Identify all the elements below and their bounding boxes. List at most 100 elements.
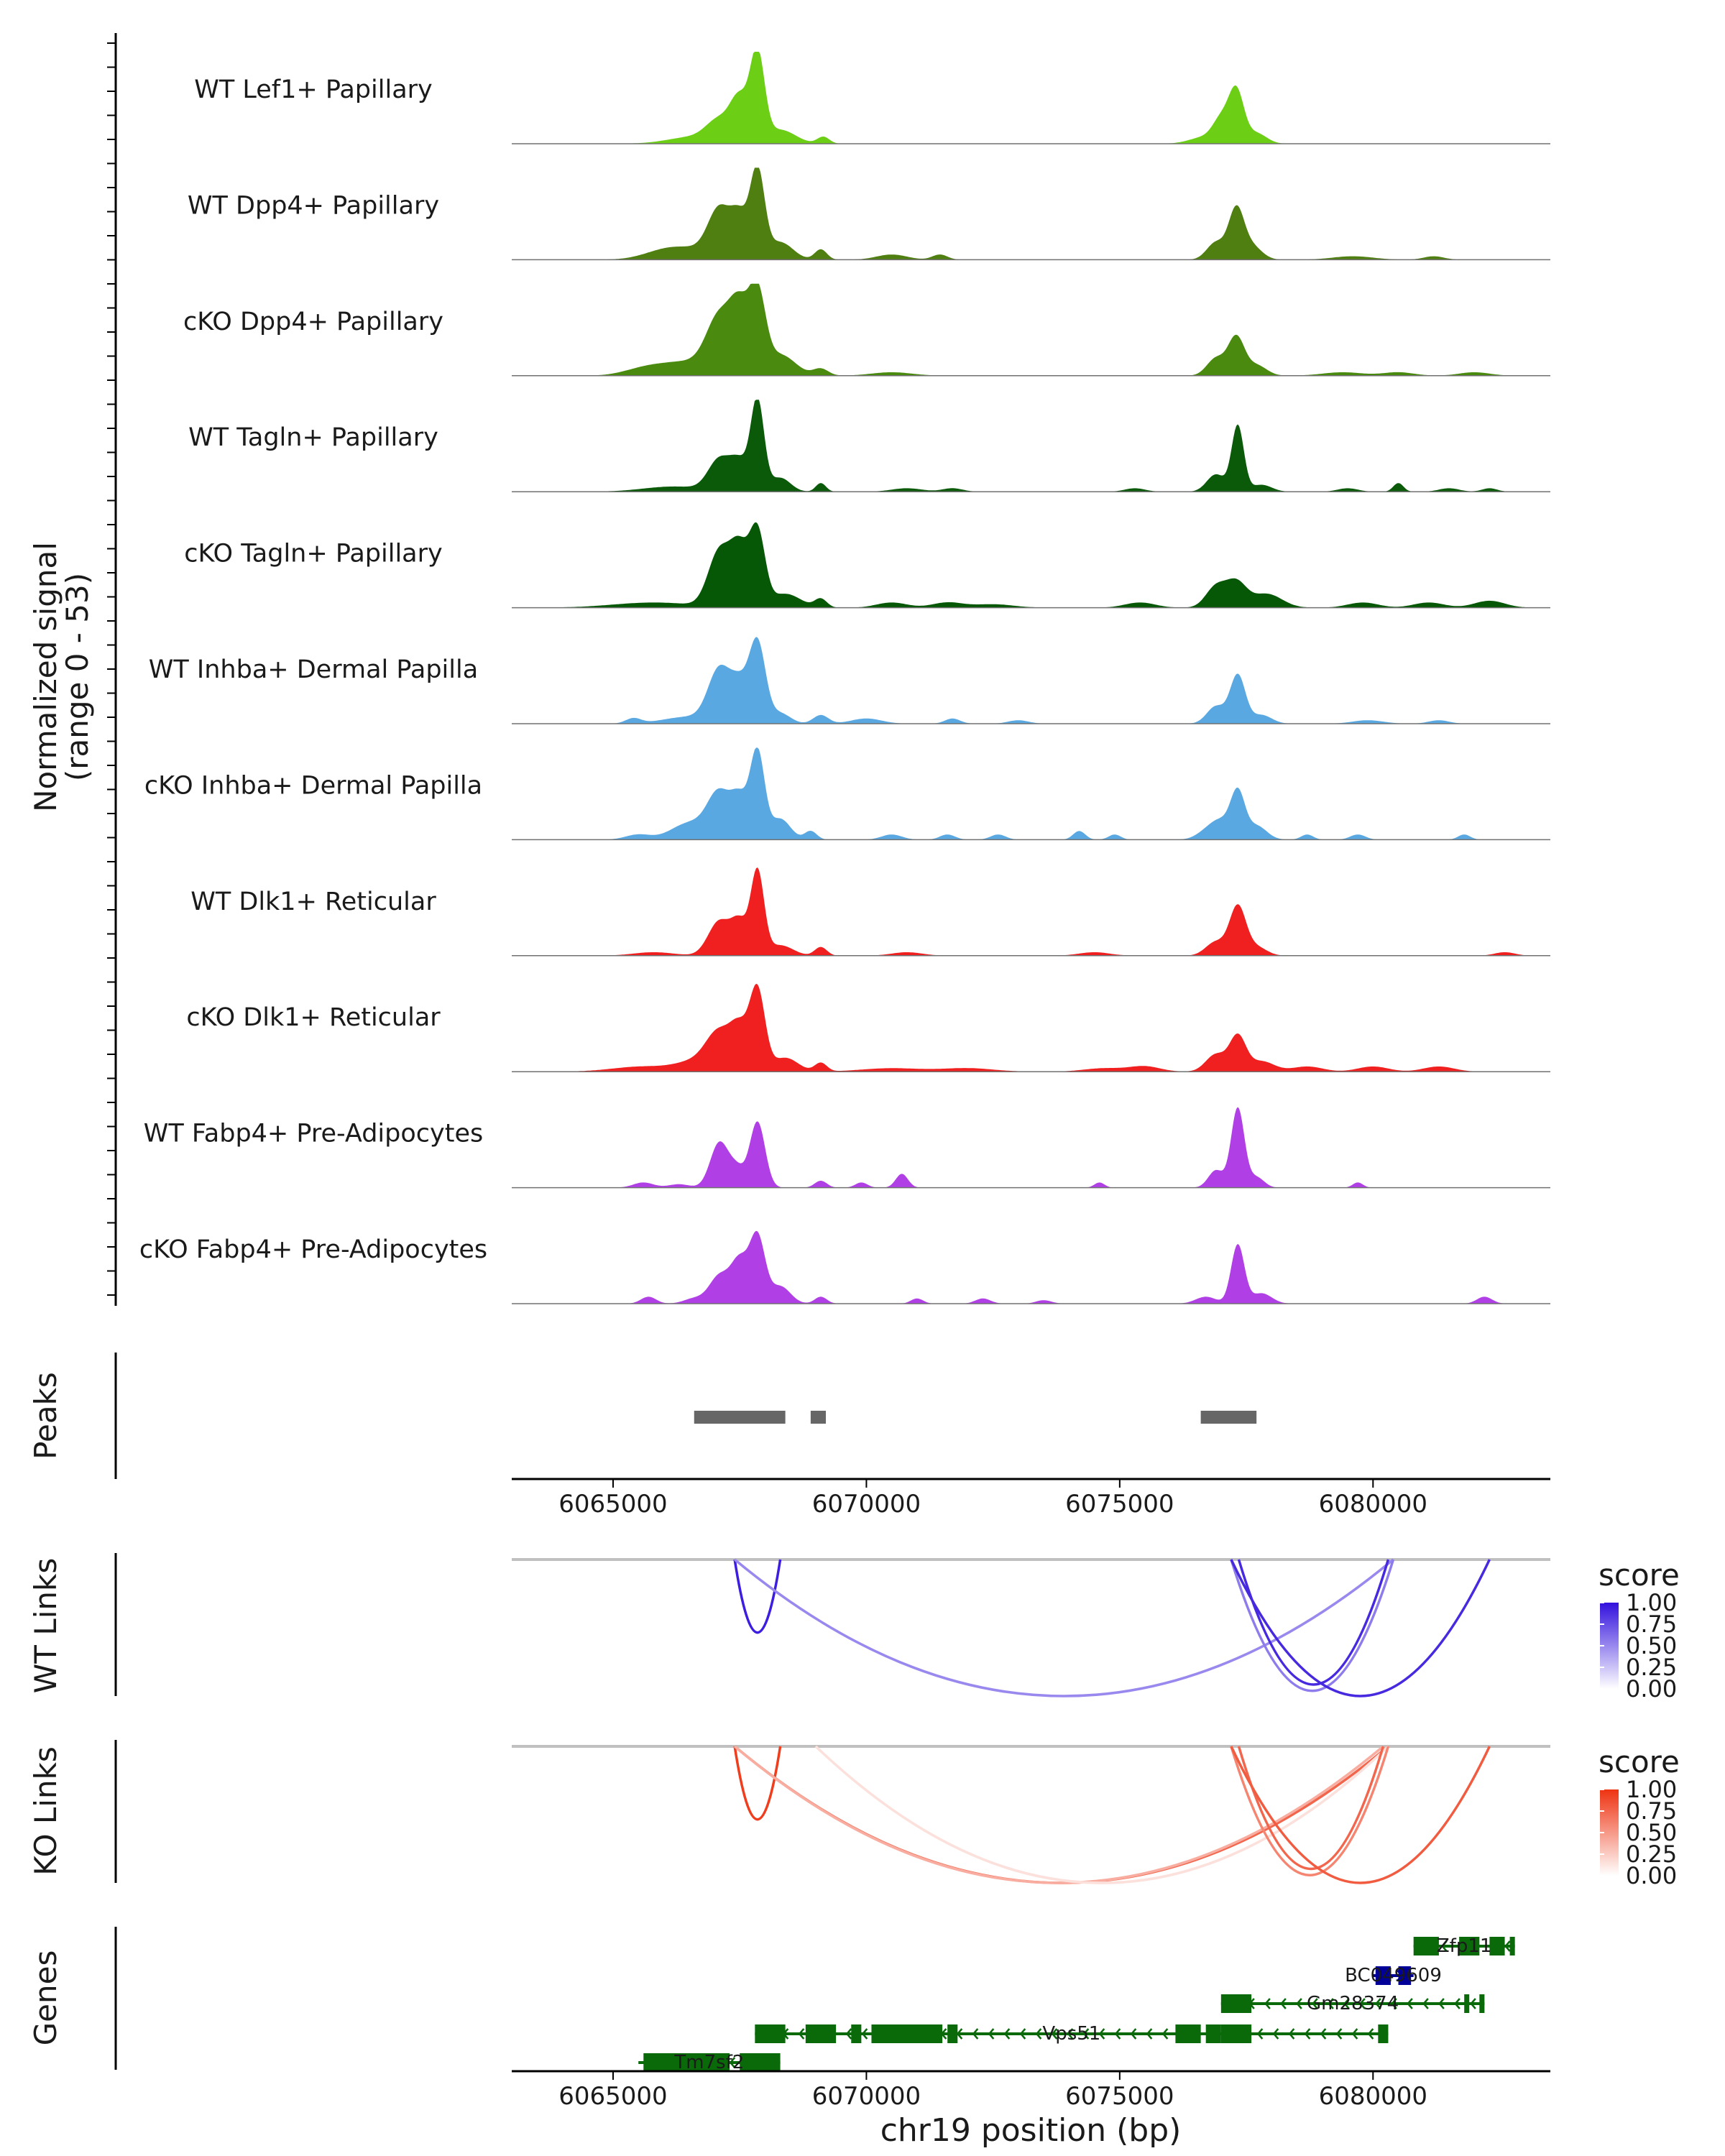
ko-links-legend: score 1.000.750.500.250.00 [1598, 1744, 1680, 1889]
legend-label: 0.75 [1626, 1797, 1677, 1825]
x-tick-label: 6065000 [558, 2082, 667, 2111]
wt-legend-title: score [1598, 1557, 1680, 1593]
gene-exon [1479, 1994, 1485, 2013]
strand-arrow [1367, 2028, 1374, 2040]
wt-link-arcs [733, 1558, 1491, 1697]
strand-arrow [1264, 1998, 1271, 2009]
strand-arrow [1438, 1998, 1445, 2009]
x-tick-label: 6070000 [812, 2082, 921, 2111]
gene-exon [643, 2053, 730, 2072]
strand-arrow [1359, 1998, 1366, 2009]
x-tick-label: 6075000 [1065, 2082, 1174, 2111]
coverage-track: WT Inhba+ Dermal Papilla [149, 637, 1550, 724]
gene-exon [805, 2024, 837, 2043]
track-label: cKO Inhba+ Dermal Papilla [144, 771, 482, 800]
gene-exon [1413, 1937, 1439, 1955]
link-arc [1230, 1746, 1491, 1884]
peaks-x-axis: 6065000 6070000 6075000 6080000 [558, 1479, 1427, 1519]
legend-label: 0.25 [1626, 1654, 1677, 1681]
coverage-track: cKO Inhba+ Dermal Papilla [144, 747, 1550, 841]
track-label: WT Dlk1+ Reticular [190, 888, 436, 916]
coverage-area [512, 867, 1550, 956]
link-arc [734, 1558, 1394, 1697]
coverage-area [512, 522, 1550, 608]
track-label: WT Dpp4+ Papillary [188, 191, 439, 220]
coverage-track: cKO Fabp4+ Pre-Adipocytes [139, 1230, 1550, 1304]
strand-arrow [1422, 1998, 1429, 2009]
link-arc [814, 1745, 1389, 1884]
coverage-ylabel-line2: (range 0 - 53) [60, 573, 95, 781]
track-label: WT Inhba+ Dermal Papilla [149, 655, 478, 684]
gene-exon [851, 2024, 862, 2043]
legend-label: 0.00 [1626, 1862, 1677, 1889]
strand-arrow [972, 2028, 979, 2040]
strand-arrow [1272, 2028, 1279, 2040]
strand-arrow [1343, 1998, 1350, 2009]
gene-model: BC049609 [1345, 1965, 1442, 1986]
gene-label: BC049609 [1345, 1965, 1442, 1986]
wt-links-legend: score 1.000.750.500.250.00 [1598, 1557, 1680, 1703]
coverage-y-ticks [107, 42, 116, 1296]
coverage-tracks: WT Lef1+ Papillary WT Dpp4+ Papillary cKO … [139, 52, 1550, 1304]
coverage-track: WT Tagln+ Papillary [188, 400, 1550, 492]
strand-arrow [988, 2028, 995, 2040]
coverage-area [512, 637, 1550, 724]
ko-legend-title: score [1598, 1744, 1680, 1779]
coverage-track: WT Fabp4+ Pre-Adipocytes [144, 1107, 1550, 1189]
link-arc [1237, 1746, 1385, 1871]
peak-interval [1200, 1411, 1257, 1424]
genes-panel: Genes Zfp11 BC049609 Gm28374 Vps51 Tm7sf2 60… [28, 1927, 1550, 2149]
strand-arrow [1082, 2028, 1090, 2040]
x-tick-label: 6080000 [1319, 1490, 1427, 1519]
x-tick-label: 6065000 [558, 1490, 667, 1519]
ko-link-arcs [733, 1745, 1491, 1884]
strand-arrow [1351, 2028, 1358, 2040]
strand-arrow [1051, 2028, 1058, 2040]
gene-exon [871, 2024, 943, 2043]
strand-arrow [1162, 2028, 1169, 2040]
gene-model: Tm7sf2 [638, 2052, 781, 2073]
coverage-track: cKO Tagln+ Papillary [184, 522, 1550, 609]
coverage-area [512, 283, 1550, 376]
strand-arrow [1470, 1998, 1476, 2009]
coverage-area [512, 1107, 1550, 1188]
track-label: cKO Tagln+ Papillary [184, 540, 443, 568]
coverage-area [512, 167, 1550, 260]
strand-arrow [1296, 1998, 1302, 2009]
link-arc [1237, 1559, 1390, 1686]
strand-arrow [1407, 1998, 1413, 2009]
ko-links-panel: KO Links score 1.000.750.500.250.00 [28, 1740, 1680, 1889]
x-tick-label: 6070000 [812, 1490, 921, 1519]
peak-interval [810, 1411, 827, 1424]
strand-arrow [1019, 2028, 1026, 2040]
strand-arrow [1098, 2028, 1105, 2040]
gene-label: Vps51 [1042, 2023, 1100, 2045]
gene-exon [1489, 1937, 1505, 1955]
coverage-area [512, 747, 1550, 840]
coverage-track: cKO Dlk1+ Reticular [186, 983, 1550, 1072]
strand-arrow [729, 2057, 736, 2068]
strand-arrow [1335, 2028, 1343, 2040]
wt-links-ylabel: WT Links [28, 1558, 63, 1693]
legend-label: 0.75 [1626, 1611, 1677, 1638]
peak-interval [694, 1411, 786, 1424]
gene-exon [947, 2024, 958, 2043]
strand-arrow [1375, 1998, 1381, 2009]
gene-exon [1509, 1937, 1515, 1955]
gene-exon [1205, 2024, 1221, 2043]
legend-label: 1.00 [1626, 1776, 1677, 1803]
track-label: WT Lef1+ Papillary [194, 75, 433, 104]
gene-model: Gm28374 [1220, 1993, 1485, 2014]
link-arc [734, 1745, 1384, 1884]
genes-x-axis: 6065000 6070000 6075000 6080000 [558, 2071, 1427, 2111]
gene-exon [1398, 1966, 1412, 1985]
ko-links-ylabel: KO Links [28, 1746, 63, 1876]
coverage-ylabel-line1: Normalized signal [28, 542, 63, 812]
peaks-panel: Peaks 6065000 6070000 6075000 6080000 [28, 1353, 1550, 1519]
gene-exon [1375, 1966, 1391, 1985]
track-label: cKO Fabp4+ Pre-Adipocytes [139, 1235, 487, 1264]
coverage-track: WT Dpp4+ Papillary [188, 167, 1550, 261]
genes-ylabel: Genes [28, 1950, 63, 2046]
strand-arrow [1320, 2028, 1327, 2040]
strand-arrow [1328, 1998, 1334, 2009]
